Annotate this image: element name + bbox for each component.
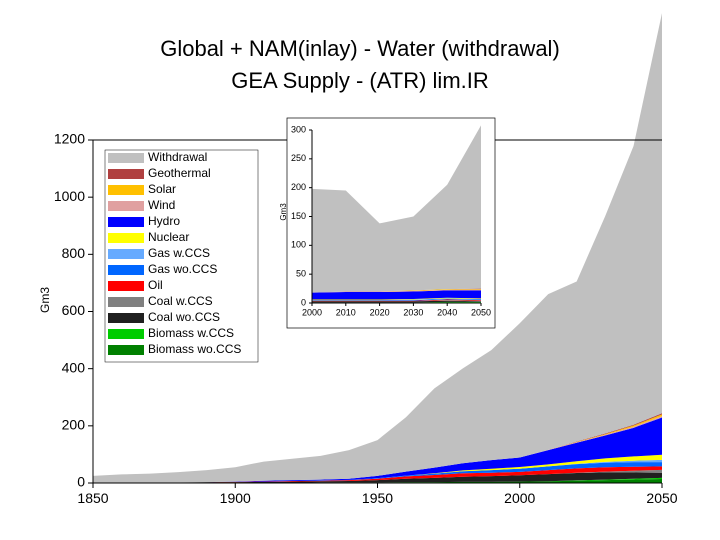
- legend-swatch: [108, 233, 144, 243]
- y-tick-label: 200: [291, 182, 306, 192]
- x-tick-label: 2050: [471, 308, 491, 318]
- legend-label: Coal w.CCS: [148, 294, 213, 308]
- legend-swatch: [108, 297, 144, 307]
- area: [312, 288, 481, 293]
- legend-label: Wind: [148, 198, 175, 212]
- legend-label: Withdrawal: [148, 150, 207, 164]
- area: [93, 462, 662, 483]
- legend-swatch: [108, 249, 144, 259]
- area: [93, 459, 662, 483]
- legend-label: Coal wo.CCS: [148, 310, 220, 324]
- legend-label: Gas wo.CCS: [148, 262, 217, 276]
- legend-swatch: [108, 313, 144, 323]
- y-tick-label: 100: [291, 240, 306, 250]
- area: [93, 472, 662, 483]
- area: [312, 298, 481, 301]
- x-tick-label: 2010: [336, 308, 356, 318]
- legend-swatch: [108, 217, 144, 227]
- legend-label: Solar: [148, 182, 176, 196]
- legend-swatch: [108, 345, 144, 355]
- inset-chart: Gm3 0 50 100 150 200 250 300 2000 2010 2020 2030 20…: [279, 117, 496, 329]
- y-tick-label: 0: [77, 474, 85, 490]
- legend-swatch: [108, 201, 144, 211]
- y-tick-label: 1200: [54, 131, 85, 147]
- y-tick-label: 600: [62, 302, 86, 318]
- x-tick-label: 2030: [403, 308, 423, 318]
- area: [312, 125, 481, 293]
- x-tick-label: 2000: [504, 490, 535, 506]
- x-tick-label: 1900: [220, 490, 251, 506]
- area: [93, 466, 662, 483]
- x-tick-label: 1950: [362, 490, 393, 506]
- legend-label: Biomass w.CCS: [148, 326, 234, 340]
- area: [312, 299, 481, 302]
- x-tick-label: 2020: [370, 308, 390, 318]
- y-tick-label: 1000: [54, 188, 85, 204]
- area: [312, 298, 481, 301]
- y-tick-label: 150: [291, 211, 306, 221]
- legend-label: Oil: [148, 278, 163, 292]
- chart-subtitle: GEA Supply - (ATR) lim.IR: [231, 68, 489, 93]
- area: [312, 290, 481, 300]
- y-tick-label: 200: [62, 417, 86, 433]
- x-tick-label: 2040: [437, 308, 457, 318]
- x-tick-label: 1850: [77, 490, 108, 506]
- legend-swatch: [108, 185, 144, 195]
- inset-y-label: Gm3: [279, 203, 288, 221]
- chart-title: Global + NAM(inlay) - Water (withdrawal): [160, 36, 560, 61]
- legend-label: Geothermal: [148, 166, 211, 180]
- y-tick-label: 50: [296, 269, 306, 279]
- area: [312, 300, 481, 303]
- legend-swatch: [108, 153, 144, 163]
- legend-swatch: [108, 265, 144, 275]
- legend: Withdrawal Geothermal Solar Wind Hydro Nuclea…: [104, 149, 259, 363]
- y-tick-label: 400: [62, 359, 86, 375]
- x-tick-label: 2000: [302, 308, 322, 318]
- y-tick-label: 300: [291, 124, 306, 134]
- x-tick-label: 2050: [646, 490, 677, 506]
- area: [312, 300, 481, 302]
- area: [93, 478, 662, 483]
- area: [93, 417, 662, 483]
- legend-swatch: [108, 169, 144, 179]
- legend-label: Biomass wo.CCS: [148, 342, 241, 356]
- legend-label: Nuclear: [148, 230, 189, 244]
- area: [93, 13, 662, 483]
- legend-swatch: [108, 329, 144, 339]
- y-tick-label: 800: [62, 245, 86, 261]
- y-axis-label: Gm3: [38, 287, 52, 313]
- y-tick-label: 0: [301, 297, 306, 307]
- legend-swatch: [108, 281, 144, 291]
- area: [312, 289, 481, 293]
- y-tick-label: 250: [291, 153, 306, 163]
- legend-label: Hydro: [148, 214, 180, 228]
- legend-label: Gas w.CCS: [148, 246, 210, 260]
- area: [312, 301, 481, 303]
